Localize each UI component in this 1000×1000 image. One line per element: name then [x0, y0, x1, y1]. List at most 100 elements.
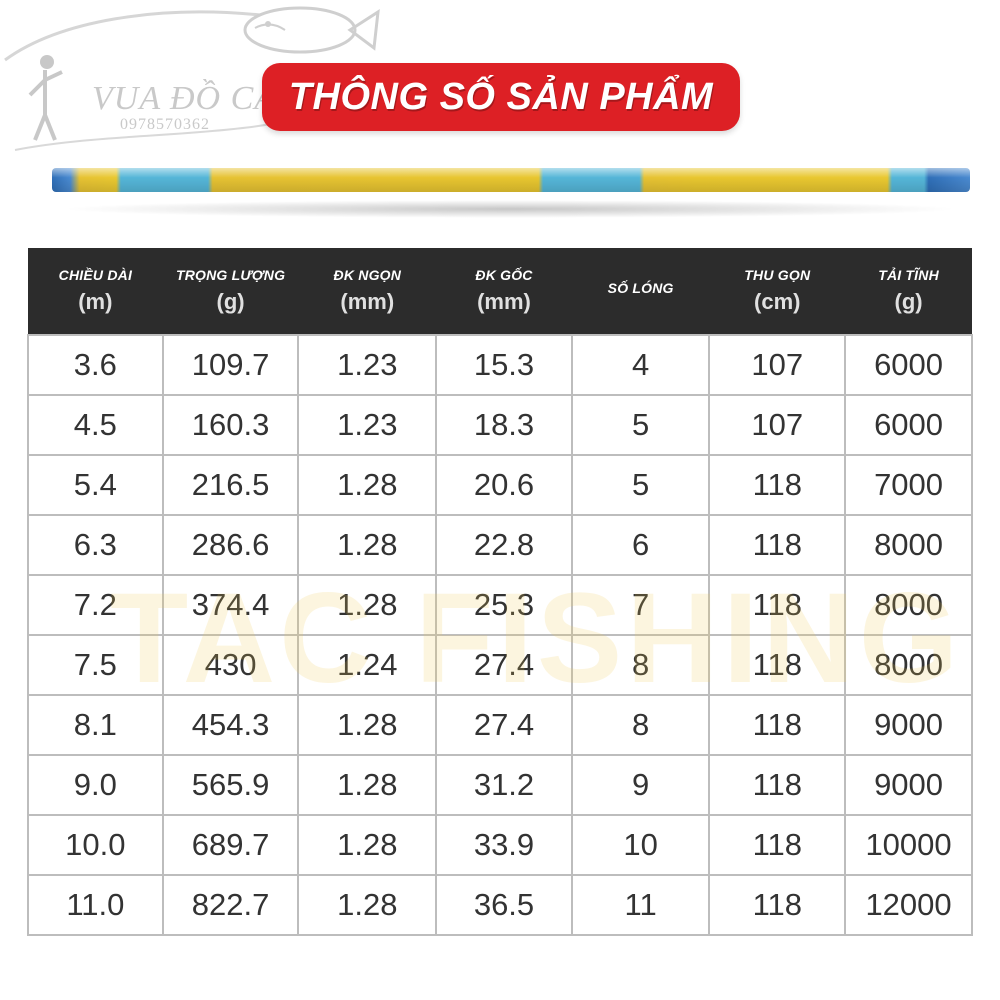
table-cell: 822.7 [161, 874, 300, 936]
table-cell: 9 [570, 754, 711, 816]
column-header-name: THU GỌN [744, 267, 811, 283]
table-cell: 1.23 [297, 394, 438, 456]
table-row: 4.5 160.3 1.23 18.3 5 107 6000 [27, 394, 973, 456]
table-row: 7.2 374.4 1.28 25.3 7 118 8000 [27, 574, 973, 636]
table-cell: 7.5 [27, 634, 164, 696]
table-cell: 9000 [844, 694, 973, 756]
table-cell: 10.0 [27, 814, 164, 876]
table-cell: 25.3 [435, 574, 573, 636]
table-cell: 5.4 [27, 454, 164, 516]
column-header: TRỌNG LƯỢNG (g) [162, 248, 299, 335]
table-cell: 8 [570, 634, 711, 696]
table-cell: 8 [570, 694, 711, 756]
column-header-unit: (g) [216, 289, 245, 314]
table-cell: 5 [570, 454, 711, 516]
table-cell: 7 [570, 574, 711, 636]
table-cell: 1.24 [297, 634, 438, 696]
table-body: 3.6 109.7 1.23 15.3 4 107 6000 4.5 160.3 1.23 18.3… [27, 334, 973, 936]
table-cell: 1.28 [297, 754, 438, 816]
spec-table: CHIỀU DÀI (m) TRỌNG LƯỢNG (g) ĐK NGỌN (mm) ĐK … [27, 248, 973, 936]
table-cell: 1.28 [297, 514, 438, 576]
table-row: 6.3 286.6 1.28 22.8 6 118 8000 [27, 514, 973, 576]
table-cell: 8000 [844, 574, 973, 636]
column-header-name: TRỌNG LƯỢNG [175, 267, 286, 283]
table-cell: 3.6 [27, 334, 164, 396]
column-header: ĐK NGỌN (mm) [298, 248, 437, 335]
table-cell: 118 [708, 574, 847, 636]
column-header: CHIỀU DÀI (m) [28, 248, 163, 335]
table-cell: 1.23 [297, 334, 438, 396]
table-cell: 31.2 [435, 754, 573, 816]
table-cell: 216.5 [161, 454, 300, 516]
table-cell: 27.4 [435, 634, 573, 696]
column-header-unit: (g) [894, 289, 923, 314]
column-header: SỐ LÓNG [571, 248, 710, 335]
column-header-name: SỐ LÓNG [607, 280, 674, 296]
column-header-name: CHIỀU DÀI [58, 267, 133, 283]
table-cell: 118 [708, 754, 847, 816]
table-row: 11.0 822.7 1.28 36.5 11 118 12000 [27, 874, 973, 936]
column-header-unit: (m) [78, 289, 113, 314]
table-cell: 6 [570, 514, 711, 576]
table-cell: 27.4 [435, 694, 573, 756]
table-cell: 7.2 [27, 574, 164, 636]
table-cell: 6000 [844, 334, 973, 396]
table-row: 7.5 430 1.24 27.4 8 118 8000 [27, 634, 973, 696]
title-banner: THÔNG SỐ SẢN PHẨM [262, 63, 740, 131]
table-cell: 10 [570, 814, 711, 876]
table-cell: 6.3 [27, 514, 164, 576]
rod-illustration [52, 168, 970, 192]
column-header: ĐK GỐC (mm) [436, 248, 572, 335]
table-header-row: CHIỀU DÀI (m) TRỌNG LƯỢNG (g) ĐK NGỌN (mm) ĐK … [28, 248, 972, 335]
table-row: 3.6 109.7 1.23 15.3 4 107 6000 [27, 334, 973, 396]
table-cell: 1.28 [297, 814, 438, 876]
table-cell: 1.28 [297, 454, 438, 516]
table-row: 10.0 689.7 1.28 33.9 10 118 10000 [27, 814, 973, 876]
table-cell: 118 [708, 634, 847, 696]
table-cell: 36.5 [435, 874, 573, 936]
table-cell: 33.9 [435, 814, 573, 876]
column-header-name: TẢI TĨNH [878, 267, 939, 283]
column-header: TẢI TĨNH (g) [845, 248, 972, 335]
table-cell: 118 [708, 514, 847, 576]
table-row: 5.4 216.5 1.28 20.6 5 118 7000 [27, 454, 973, 516]
page-title: THÔNG SỐ SẢN PHẨM [288, 75, 714, 118]
table-cell: 22.8 [435, 514, 573, 576]
table-cell: 689.7 [161, 814, 300, 876]
column-header: THU GỌN (cm) [709, 248, 846, 335]
table-cell: 454.3 [161, 694, 300, 756]
table-cell: 286.6 [161, 514, 300, 576]
table-cell: 11.0 [27, 874, 164, 936]
table-cell: 18.3 [435, 394, 573, 456]
table-cell: 4 [570, 334, 711, 396]
table-cell: 8000 [844, 634, 973, 696]
table-cell: 430 [161, 634, 300, 696]
column-header-unit: (cm) [754, 289, 801, 314]
table-cell: 5 [570, 394, 711, 456]
table-cell: 6000 [844, 394, 973, 456]
column-header-name: ĐK NGỌN [333, 267, 402, 283]
table-cell: 7000 [844, 454, 973, 516]
table-row: 9.0 565.9 1.28 31.2 9 118 9000 [27, 754, 973, 816]
table-cell: 118 [708, 694, 847, 756]
fishing-rod-image [40, 160, 980, 230]
logo-phone-text: 0978570362 [120, 116, 210, 133]
table-cell: 118 [708, 814, 847, 876]
table-cell: 10000 [844, 814, 973, 876]
table-cell: 1.28 [297, 574, 438, 636]
column-header-unit: (mm) [477, 289, 531, 314]
table-cell: 374.4 [161, 574, 300, 636]
table-cell: 107 [708, 394, 847, 456]
table-cell: 160.3 [161, 394, 300, 456]
table-cell: 118 [708, 874, 847, 936]
table-cell: 109.7 [161, 334, 300, 396]
column-header-unit: (mm) [340, 289, 395, 314]
table-cell: 118 [708, 454, 847, 516]
rod-shadow [60, 200, 960, 218]
column-header-name: ĐK GỐC [475, 267, 533, 283]
table-cell: 9.0 [27, 754, 164, 816]
table-cell: 565.9 [161, 754, 300, 816]
table-cell: 8000 [844, 514, 973, 576]
table-cell: 1.28 [297, 874, 438, 936]
table-row: 8.1 454.3 1.28 27.4 8 118 9000 [27, 694, 973, 756]
